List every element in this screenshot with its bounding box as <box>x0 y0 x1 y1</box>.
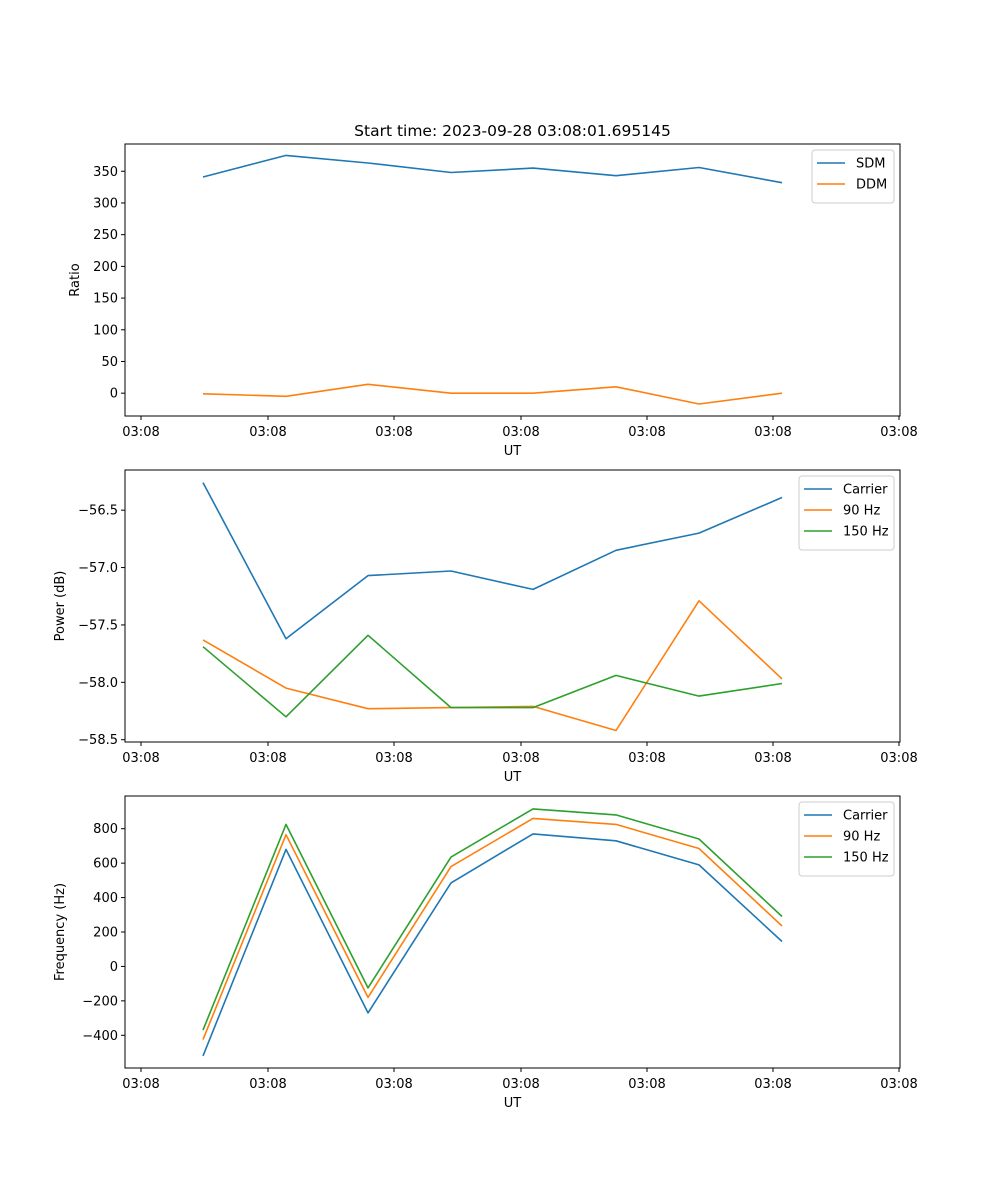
y-tick-label: −57.0 <box>78 561 118 576</box>
plot-frame <box>124 469 901 743</box>
series-line-90-hz <box>202 599 783 732</box>
series-line-carrier <box>202 833 783 1057</box>
x-tick-label: 03:08 <box>249 1077 286 1092</box>
x-tick-label: 03:08 <box>880 751 917 766</box>
y-tick-label: 350 <box>93 165 118 180</box>
y-tick-label: 50 <box>101 355 118 370</box>
x-tick-label: 03:08 <box>754 1077 791 1092</box>
x-tick-label: 03:08 <box>754 425 791 440</box>
x-tick-label: 03:08 <box>628 751 665 766</box>
y-tick-label: 600 <box>93 857 118 872</box>
y-tick-label: −57.5 <box>78 618 118 633</box>
x-tick-label: 03:08 <box>375 425 412 440</box>
legend-label: SDM <box>856 157 885 172</box>
y-tick-label: 200 <box>93 926 118 941</box>
x-tick-label: 03:08 <box>754 751 791 766</box>
y-tick-label: −400 <box>82 1029 118 1044</box>
legend: SDM DDM <box>811 149 895 204</box>
series-line-150-hz <box>202 634 783 718</box>
legend-label: 90 Hz <box>843 830 880 845</box>
y-tick-label: −58.0 <box>78 676 118 691</box>
y-tick-label: 200 <box>93 260 118 275</box>
x-tick-label: 03:08 <box>249 751 286 766</box>
legend-label: Carrier <box>843 809 888 824</box>
x-axis-label: UT <box>504 444 522 459</box>
y-tick-label: 400 <box>93 891 118 906</box>
chart-panel-1: Start time: 2023-09-28 03:08:01.69514503… <box>68 122 918 459</box>
chart-panel-3: 03:08 03:08 03:08 03:08 03:08 03:08 03:08 −400 −… <box>53 795 918 1111</box>
y-axis-label: Power (dB) <box>53 571 68 642</box>
x-tick-label: 03:08 <box>122 425 159 440</box>
x-tick-label: 03:08 <box>628 425 665 440</box>
y-tick-label: −56.5 <box>78 504 118 519</box>
x-tick-label: 03:08 <box>122 751 159 766</box>
legend-label: 90 Hz <box>843 504 880 519</box>
y-tick-label: −58.5 <box>78 733 118 748</box>
y-tick-label: −200 <box>82 994 118 1009</box>
y-axis-label: Frequency (Hz) <box>53 883 68 981</box>
series-line-90-hz <box>202 817 783 1040</box>
y-tick-label: 100 <box>93 323 118 338</box>
x-tick-label: 03:08 <box>502 425 539 440</box>
y-tick-label: 300 <box>93 196 118 211</box>
y-axis-label: Ratio <box>68 263 83 296</box>
series-line-ddm <box>202 383 783 405</box>
legend-label: DDM <box>856 178 887 193</box>
legend: Carrier 90 Hz 150 Hz <box>798 475 895 551</box>
y-tick-label: 0 <box>110 960 118 975</box>
legend-label: Carrier <box>843 483 888 498</box>
x-tick-label: 03:08 <box>502 1077 539 1092</box>
y-tick-label: 800 <box>93 822 118 837</box>
legend-label: 150 Hz <box>843 851 889 866</box>
y-tick-label: 250 <box>93 228 118 243</box>
x-tick-label: 03:08 <box>122 1077 159 1092</box>
legend-label: 150 Hz <box>843 525 889 540</box>
x-tick-label: 03:08 <box>502 751 539 766</box>
chart-panel-2: 03:08 03:08 03:08 03:08 03:08 03:08 03:08 −58.5… <box>53 469 918 785</box>
plot-frame <box>124 143 901 417</box>
legend: Carrier 90 Hz 150 Hz <box>798 801 895 877</box>
x-axis-label: UT <box>504 770 522 785</box>
y-tick-label: 150 <box>93 292 118 307</box>
plot-frame <box>124 795 901 1069</box>
x-tick-label: 03:08 <box>628 1077 665 1092</box>
x-axis-label: UT <box>504 1096 522 1111</box>
series-line-sdm <box>202 154 783 184</box>
x-tick-label: 03:08 <box>880 425 917 440</box>
x-tick-label: 03:08 <box>375 1077 412 1092</box>
chart-title: Start time: 2023-09-28 03:08:01.695145 <box>354 122 671 140</box>
series-line-carrier <box>202 482 783 640</box>
x-tick-label: 03:08 <box>375 751 412 766</box>
x-tick-label: 03:08 <box>249 425 286 440</box>
y-tick-label: 0 <box>110 387 118 402</box>
x-tick-label: 03:08 <box>880 1077 917 1092</box>
series-line-150-hz <box>202 808 783 1031</box>
